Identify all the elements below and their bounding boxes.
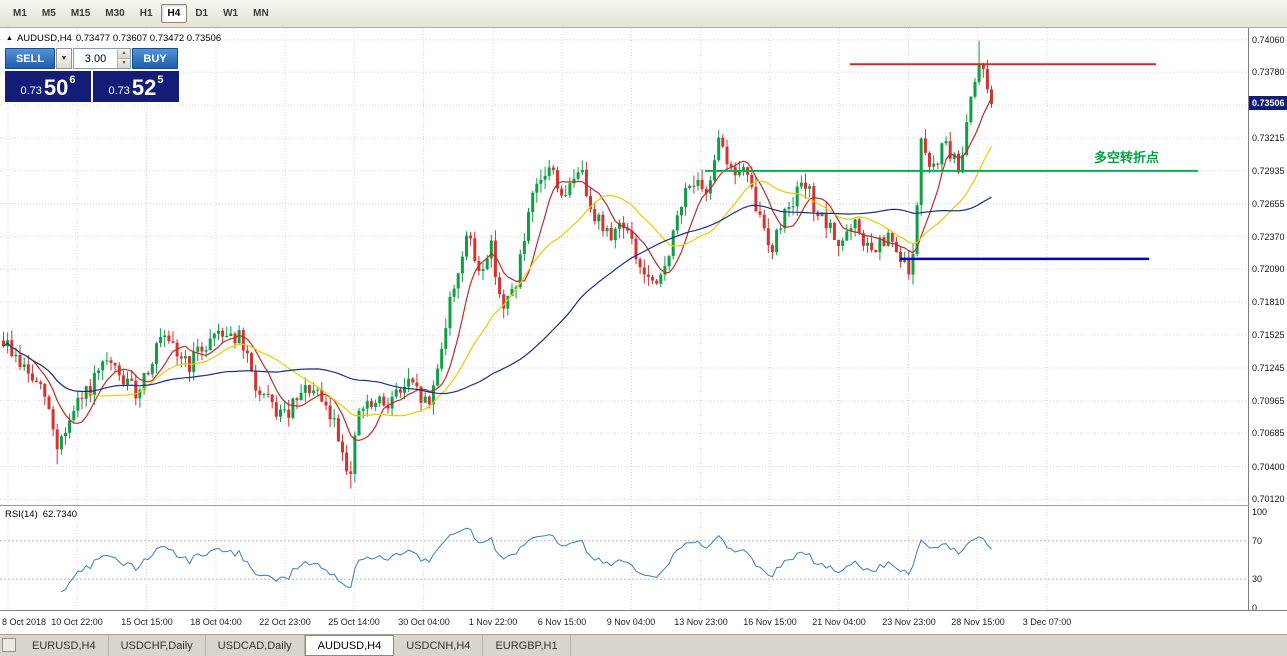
price-tick-label: 0.72655 [1252, 199, 1285, 209]
volume-control: 3.00 ▴ ▾ [73, 48, 131, 69]
spinner-up-icon[interactable]: ▴ [118, 49, 130, 59]
rsi-tick-label: 100 [1252, 507, 1268, 517]
rsi-tick-label: 70 [1252, 536, 1263, 546]
time-tick-label: 30 Oct 04:00 [398, 617, 450, 627]
time-tick-label: 3 Dec 07:00 [1022, 617, 1072, 627]
sell-pipette: 6 [69, 74, 76, 86]
time-tick-label: 25 Oct 14:00 [328, 617, 380, 627]
price-tick-label: 0.74060 [1252, 35, 1285, 45]
chart-window: ▲ AUDUSD,H4 0.73477 0.73607 0.73472 0.73… [0, 28, 1287, 634]
price-tick-label: 0.70400 [1252, 462, 1285, 472]
sell-big-figure: 0.73 [20, 85, 42, 97]
time-tick-label: 13 Nov 23:00 [674, 617, 728, 627]
buy-pips: 52 [131, 75, 157, 100]
chart-ohlc-values: 0.73477 0.73607 0.73472 0.73506 [75, 33, 222, 44]
rsi-value: 62.7340 [42, 509, 78, 520]
rsi-label: RSI(14) [5, 509, 38, 520]
price-tick-label: 0.72935 [1252, 166, 1285, 176]
rsi-tick-label: 0 [1252, 603, 1258, 613]
chart-symbol-icon: ▲ [6, 35, 13, 42]
spinner-down-icon[interactable]: ▾ [118, 59, 130, 68]
timeframe-button-d1[interactable]: D1 [195, 8, 209, 19]
timeframe-button-w1[interactable]: W1 [223, 8, 239, 19]
timeframe-button-h4[interactable]: H4 [160, 4, 188, 23]
price-tick-label: 0.72370 [1252, 232, 1285, 242]
price-tick-label: 0.70120 [1252, 494, 1285, 504]
indicator-separator[interactable] [0, 505, 1287, 506]
time-tick-label: 28 Nov 15:00 [951, 617, 1005, 627]
buy-pipette: 5 [157, 74, 164, 86]
timeframe-button-m5[interactable]: M5 [41, 8, 56, 19]
chart-tab-audusd-h4[interactable]: AUDUSD,H4 [304, 635, 395, 656]
buy-big-figure: 0.73 [108, 85, 130, 97]
time-tick-label: 9 Nov 04:00 [606, 617, 656, 627]
trade-options-dropdown[interactable]: ▼ [56, 48, 72, 69]
price-tick-label: 0.73780 [1252, 67, 1285, 77]
chart-tab-usdcad-daily[interactable]: USDCAD,Daily [206, 635, 305, 656]
time-tick-label: 1 Nov 22:00 [468, 617, 518, 627]
one-click-trading-panel: SELL ▼ 3.00 ▴ ▾ BUY 0.73 50 6 0.73 52 5 [5, 48, 179, 102]
main-chart[interactable] [0, 28, 1248, 505]
sell-price-display[interactable]: 0.73 50 6 [5, 71, 91, 102]
trade-prices-row: 0.73 50 6 0.73 52 5 [5, 71, 179, 102]
tabs-corner-button[interactable] [2, 638, 16, 652]
time-tick-label: 21 Nov 04:00 [812, 617, 866, 627]
price-axis: 0.74060 0.73780 0.73215 0.72935 0.72655 0.723… [1248, 28, 1287, 613]
pivot-annotation: 多空转折点 [1094, 150, 1160, 165]
price-tick-label: 0.73215 [1252, 133, 1285, 143]
time-tick-label: 23 Nov 23:00 [882, 617, 936, 627]
time-tick-label: 16 Nov 15:00 [743, 617, 797, 627]
rsi-header: RSI(14) 62.7340 [5, 509, 77, 520]
current-price-badge: 0.73506 [1249, 96, 1287, 110]
volume-spinner[interactable]: ▴ ▾ [117, 49, 130, 68]
volume-input[interactable]: 3.00 [84, 52, 107, 65]
price-tick-label: 0.71245 [1252, 363, 1285, 373]
chart-tab-eurgbp-h1[interactable]: EURGBP,H1 [483, 635, 571, 656]
time-tick-label: 6 Nov 15:00 [537, 617, 587, 627]
price-tick-label: 0.70965 [1252, 396, 1285, 406]
time-axis: 8 Oct 2018 10 Oct 22:00 15 Oct 15:00 18 Oct… [0, 610, 1287, 634]
price-tick-label: 0.72090 [1252, 264, 1285, 274]
sell-pips: 50 [43, 75, 69, 100]
time-tick-label: 15 Oct 15:00 [121, 617, 173, 627]
timeframe-button-h1[interactable]: H1 [139, 8, 153, 19]
time-tick-label: 22 Oct 23:00 [259, 617, 311, 627]
rsi-tick-label: 30 [1252, 574, 1263, 584]
chart-symbol-label: AUDUSD,H4 [16, 33, 72, 44]
time-tick-label: 10 Oct 22:00 [51, 617, 103, 627]
buy-button[interactable]: BUY [132, 48, 178, 69]
price-tick-label: 0.71525 [1252, 330, 1285, 340]
timeframe-button-m30[interactable]: M30 [105, 8, 125, 19]
chevron-down-icon: ▼ [60, 55, 68, 62]
time-tick-label: 8 Oct 2018 [2, 617, 47, 627]
trade-buttons-row: SELL ▼ 3.00 ▴ ▾ BUY [5, 48, 179, 69]
chart-tab-eurusd-h4[interactable]: EURUSD,H4 [20, 635, 109, 656]
sell-button[interactable]: SELL [5, 48, 55, 69]
price-tick-label: 0.71810 [1252, 297, 1285, 307]
chart-tabs-bar: EURUSD,H4 USDCHF,Daily USDCAD,Daily AUDUSD,… [0, 634, 1287, 656]
timeframe-toolbar: M1 M5 M15 M30 H1 H4 D1 W1 MN [0, 0, 1287, 28]
chart-tabs: EURUSD,H4 USDCHF,Daily USDCAD,Daily AUDUSD,… [20, 635, 571, 656]
timeframe-button-m1[interactable]: M1 [13, 8, 27, 19]
chart-tab-usdchf-daily[interactable]: USDCHF,Daily [109, 635, 206, 656]
chart-title: ▲ AUDUSD,H4 0.73477 0.73607 0.73472 0.73… [6, 33, 221, 44]
chart-tab-usdcnh-h4[interactable]: USDCNH,H4 [394, 635, 484, 656]
timeframe-button-mn[interactable]: MN [253, 8, 269, 19]
rsi-chart[interactable] [0, 506, 1248, 610]
price-tick-label: 0.70685 [1252, 428, 1285, 438]
timeframe-button-m15[interactable]: M15 [70, 8, 91, 19]
buy-price-display[interactable]: 0.73 52 5 [93, 71, 179, 102]
time-tick-label: 18 Oct 04:00 [190, 617, 242, 627]
